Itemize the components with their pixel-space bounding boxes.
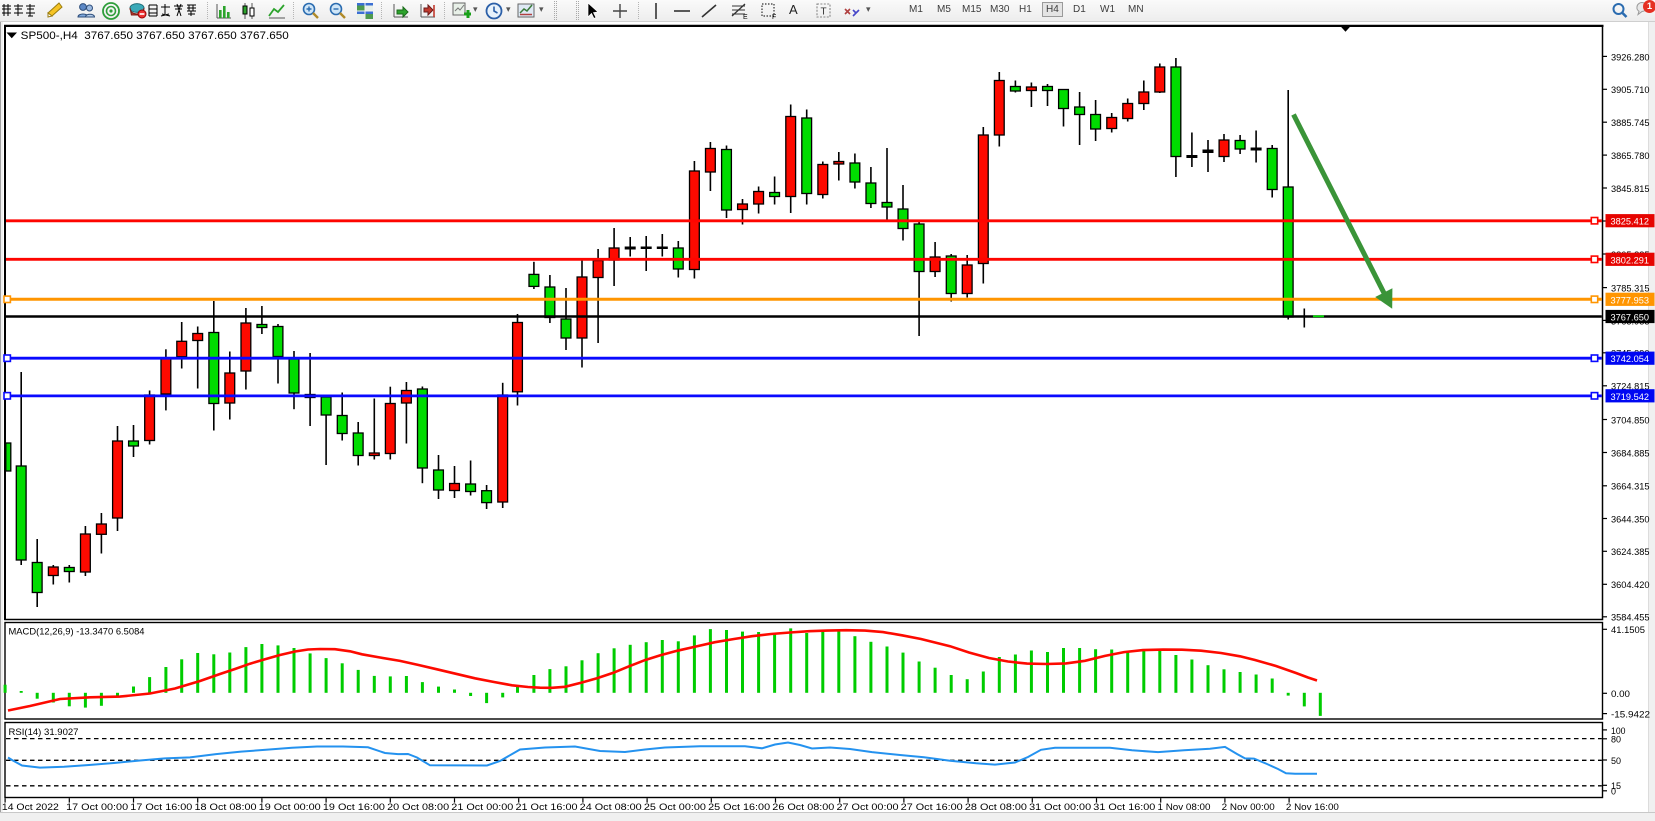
svg-text:3767.650: 3767.650 — [1611, 313, 1650, 324]
svg-text:RSI(14) 31.9027: RSI(14) 31.9027 — [9, 727, 79, 738]
svg-text:3865.780: 3865.780 — [1611, 151, 1650, 162]
svg-text:T: T — [821, 7, 827, 18]
svg-text:3905.710: 3905.710 — [1611, 85, 1650, 96]
svg-text:3926.280: 3926.280 — [1611, 52, 1650, 63]
svg-text:3644.350: 3644.350 — [1611, 514, 1650, 525]
svg-text:3624.385: 3624.385 — [1611, 547, 1650, 558]
svg-text:3704.850: 3704.850 — [1611, 415, 1650, 426]
svg-text:50: 50 — [1611, 756, 1621, 767]
svg-text:27 Oct 00:00: 27 Oct 00:00 — [837, 802, 899, 813]
svg-text:31 Oct 00:00: 31 Oct 00:00 — [1029, 802, 1091, 813]
svg-text:2 Nov 00:00: 2 Nov 00:00 — [1222, 802, 1275, 813]
svg-text:14 Oct 2022: 14 Oct 2022 — [2, 802, 59, 813]
svg-text:21 Oct 16:00: 21 Oct 16:00 — [516, 802, 578, 813]
svg-text:18 Oct 08:00: 18 Oct 08:00 — [195, 802, 257, 813]
svg-text:41.1505: 41.1505 — [1611, 625, 1645, 636]
svg-text:27 Oct 16:00: 27 Oct 16:00 — [901, 802, 963, 813]
svg-text:2 Nov 16:00: 2 Nov 16:00 — [1286, 802, 1339, 813]
svg-text:F: F — [772, 14, 776, 21]
svg-text:100: 100 — [1611, 726, 1626, 737]
svg-text:21 Oct 00:00: 21 Oct 00:00 — [451, 802, 513, 813]
svg-text:3777.953: 3777.953 — [1611, 295, 1650, 306]
svg-text:-15.9422: -15.9422 — [1611, 710, 1650, 721]
svg-text:28 Oct 08:00: 28 Oct 08:00 — [965, 802, 1027, 813]
svg-text:25 Oct 00:00: 25 Oct 00:00 — [644, 802, 706, 813]
svg-text:MACD(12,26,9) -13.3470 6.5084: MACD(12,26,9) -13.3470 6.5084 — [9, 626, 146, 637]
svg-text:26 Oct 08:00: 26 Oct 08:00 — [772, 802, 834, 813]
svg-text:0: 0 — [1611, 787, 1616, 798]
svg-text:E: E — [743, 14, 748, 21]
svg-text:17 Oct 16:00: 17 Oct 16:00 — [130, 802, 192, 813]
svg-text:1 Nov 08:00: 1 Nov 08:00 — [1158, 802, 1211, 813]
svg-text:80: 80 — [1611, 735, 1621, 746]
svg-text:0.00: 0.00 — [1611, 689, 1630, 700]
svg-text:3802.291: 3802.291 — [1611, 255, 1650, 266]
svg-text:3724.815: 3724.815 — [1611, 382, 1650, 393]
svg-text:3785.315: 3785.315 — [1611, 284, 1650, 295]
svg-text:24 Oct 08:00: 24 Oct 08:00 — [580, 802, 642, 813]
svg-text:19 Oct 16:00: 19 Oct 16:00 — [323, 802, 385, 813]
svg-text:3664.315: 3664.315 — [1611, 482, 1650, 493]
svg-text:3684.885: 3684.885 — [1611, 448, 1650, 459]
svg-text:3604.420: 3604.420 — [1611, 580, 1650, 591]
svg-text:SP500-,H4 3767.650 3767.650 3: SP500-,H4 3767.650 3767.650 3767.650 376… — [21, 30, 289, 42]
svg-text:3845.815: 3845.815 — [1611, 184, 1650, 195]
svg-text:3719.542: 3719.542 — [1611, 392, 1650, 403]
svg-text:25 Oct 16:00: 25 Oct 16:00 — [708, 802, 770, 813]
svg-text:15: 15 — [1611, 781, 1621, 792]
svg-text:20 Oct 08:00: 20 Oct 08:00 — [387, 802, 449, 813]
svg-text:3742.054: 3742.054 — [1611, 354, 1650, 365]
svg-text:3825.412: 3825.412 — [1611, 217, 1650, 228]
svg-text:31 Oct 16:00: 31 Oct 16:00 — [1093, 802, 1155, 813]
svg-text:3584.455: 3584.455 — [1611, 613, 1650, 624]
svg-text:17 Oct 00:00: 17 Oct 00:00 — [66, 802, 128, 813]
svg-text:19 Oct 00:00: 19 Oct 00:00 — [259, 802, 321, 813]
svg-text:3885.745: 3885.745 — [1611, 118, 1650, 129]
